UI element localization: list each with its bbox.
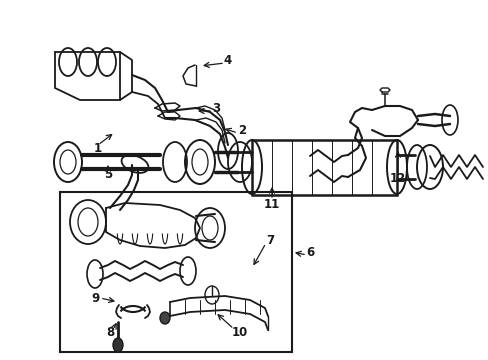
Text: 12: 12 xyxy=(389,171,406,184)
Text: 2: 2 xyxy=(238,123,245,136)
Bar xyxy=(60,192,291,352)
Bar xyxy=(251,140,396,195)
Ellipse shape xyxy=(113,338,123,352)
Text: 1: 1 xyxy=(94,141,102,154)
Text: 6: 6 xyxy=(305,246,313,258)
Text: 3: 3 xyxy=(211,102,220,114)
Text: 9: 9 xyxy=(91,292,99,305)
Ellipse shape xyxy=(160,312,170,324)
Text: 7: 7 xyxy=(265,234,273,247)
Text: 11: 11 xyxy=(264,198,280,211)
Text: 10: 10 xyxy=(231,325,247,338)
Text: 5: 5 xyxy=(103,168,112,181)
Text: 4: 4 xyxy=(224,54,232,67)
Text: 8: 8 xyxy=(106,325,114,338)
